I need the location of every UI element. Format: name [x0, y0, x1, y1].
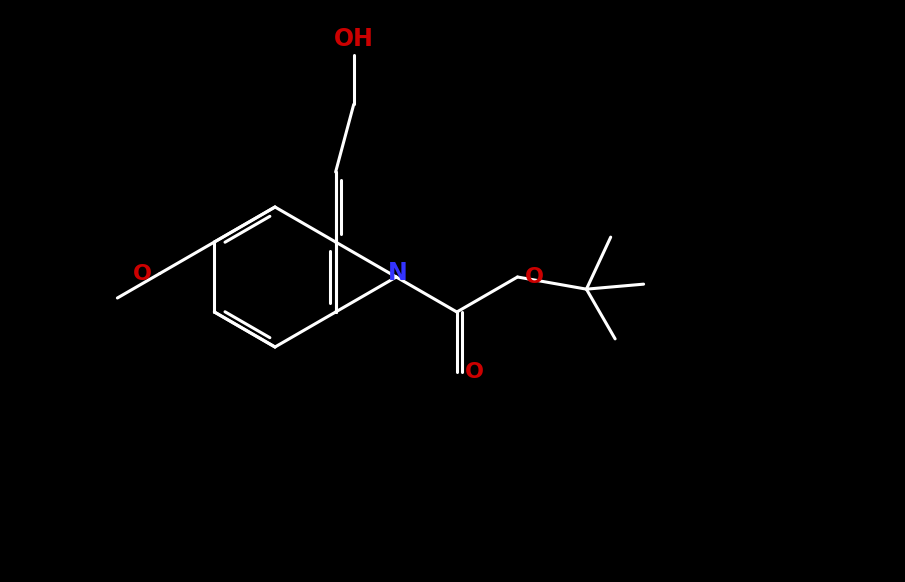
Text: O: O: [525, 267, 544, 287]
Text: O: O: [133, 264, 152, 283]
Text: O: O: [465, 361, 484, 381]
Text: N: N: [388, 261, 408, 285]
Text: OH: OH: [334, 27, 374, 51]
